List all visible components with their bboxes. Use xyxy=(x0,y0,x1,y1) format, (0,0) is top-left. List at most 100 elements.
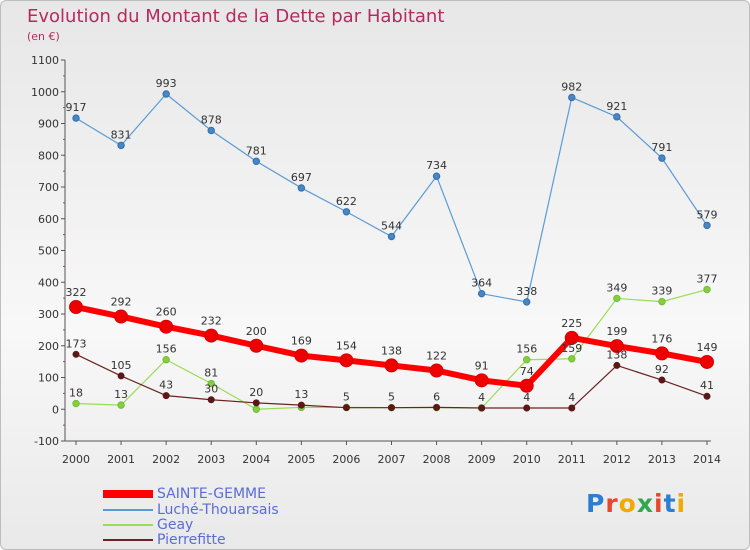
legend-item: Pierrefitte xyxy=(103,532,226,548)
legend-label: Pierrefitte xyxy=(157,532,226,548)
legend-item: SAINTE-GEMME xyxy=(103,486,266,502)
data-label-sainte-gemme: 260 xyxy=(156,306,177,319)
y-tick-label: 400 xyxy=(38,276,59,289)
legend-swatch xyxy=(103,490,153,498)
data-label-sainte-gemme: 154 xyxy=(336,339,357,352)
data-label-pierrefitte: 138 xyxy=(606,348,627,361)
data-point-sainte-gemme xyxy=(114,309,129,324)
legend-item: Geay xyxy=(103,517,193,533)
logo-letter: P xyxy=(586,489,606,518)
data-point-geay xyxy=(568,355,576,363)
x-tick-label: 2008 xyxy=(423,453,451,466)
logo-letter: t xyxy=(663,489,677,518)
data-label-pierrefitte: 105 xyxy=(111,359,132,372)
x-tick-label: 2006 xyxy=(332,453,360,466)
data-label-pierrefitte: 30 xyxy=(204,383,218,396)
y-tick-label: 1100 xyxy=(31,54,59,67)
data-point-sainte-gemme xyxy=(249,338,264,353)
x-tick-label: 2004 xyxy=(242,453,270,466)
x-tick-label: 2000 xyxy=(62,453,90,466)
logo-letter: o xyxy=(618,489,637,518)
data-label-geay: 377 xyxy=(697,273,718,286)
data-label-pierrefitte: 13 xyxy=(294,388,308,401)
data-label-pierrefitte: 4 xyxy=(523,391,530,404)
proxiti-logo: Proxiti xyxy=(586,489,686,518)
logo-letter: x xyxy=(636,489,654,518)
data-point-pierrefitte xyxy=(252,399,260,407)
data-label-luch-thouarsais: 579 xyxy=(697,208,718,221)
y-tick-label: -100 xyxy=(34,435,59,448)
data-label-pierrefitte: 173 xyxy=(66,337,87,350)
data-point-luch-thouarsais xyxy=(387,232,396,241)
data-point-luch-thouarsais xyxy=(297,184,306,192)
data-label-sainte-gemme: 200 xyxy=(246,325,267,338)
legend-swatch xyxy=(103,509,153,511)
y-tick-label: 300 xyxy=(38,308,59,321)
data-label-geay: 349 xyxy=(606,281,627,294)
x-tick-label: 2011 xyxy=(558,453,586,466)
data-label-pierrefitte: 5 xyxy=(388,391,395,404)
data-label-sainte-gemme: 232 xyxy=(201,315,222,328)
data-point-sainte-gemme xyxy=(384,358,399,373)
x-tick-label: 2013 xyxy=(648,453,676,466)
data-label-sainte-gemme: 149 xyxy=(697,341,718,354)
data-point-sainte-gemme xyxy=(654,346,669,361)
x-tick-label: 2007 xyxy=(378,453,406,466)
data-point-sainte-gemme xyxy=(564,330,579,345)
data-label-geay: 18 xyxy=(69,387,83,400)
legend-label: Luché-Thouarsais xyxy=(157,502,279,518)
data-label-luch-thouarsais: 622 xyxy=(336,195,357,208)
data-point-luch-thouarsais xyxy=(432,172,441,180)
legend-swatch xyxy=(103,524,153,526)
data-point-pierrefitte xyxy=(162,392,170,400)
data-point-luch-thouarsais xyxy=(207,126,215,135)
data-label-luch-thouarsais: 921 xyxy=(606,100,627,113)
series-line-luch-thouarsais xyxy=(75,93,708,303)
data-point-pierrefitte xyxy=(388,404,395,412)
data-point-geay xyxy=(72,399,80,408)
x-tick-label: 2014 xyxy=(693,453,721,466)
data-point-pierrefitte xyxy=(342,404,350,412)
y-tick-label: 600 xyxy=(38,213,59,226)
data-point-sainte-gemme xyxy=(204,328,219,343)
y-tick-label: 900 xyxy=(38,118,59,131)
data-label-geay: 156 xyxy=(516,343,537,356)
data-label-geay: 13 xyxy=(114,388,128,401)
y-tick-label: 500 xyxy=(38,245,59,258)
data-label-pierrefitte: 41 xyxy=(700,379,714,392)
data-label-luch-thouarsais: 791 xyxy=(651,141,672,154)
data-label-pierrefitte: 20 xyxy=(249,386,263,399)
logo-letter: r xyxy=(605,489,619,518)
data-label-luch-thouarsais: 917 xyxy=(66,101,87,114)
data-label-luch-thouarsais: 781 xyxy=(246,144,267,157)
data-point-luch-thouarsais xyxy=(162,90,170,98)
data-point-geay xyxy=(252,405,260,413)
data-point-geay xyxy=(117,401,125,409)
x-tick-label: 2010 xyxy=(513,453,541,466)
data-point-pierrefitte xyxy=(297,401,305,409)
data-label-geay: 81 xyxy=(204,367,218,380)
data-label-geay: 156 xyxy=(156,343,177,356)
y-tick-label: 200 xyxy=(38,340,59,353)
data-label-sainte-gemme: 169 xyxy=(291,335,312,348)
data-point-sainte-gemme xyxy=(339,353,354,368)
data-point-luch-thouarsais xyxy=(252,157,260,165)
data-point-sainte-gemme xyxy=(609,339,624,354)
data-point-luch-thouarsais xyxy=(703,221,711,230)
data-label-sainte-gemme: 122 xyxy=(426,350,447,363)
data-point-pierrefitte xyxy=(433,403,441,411)
logo-letter: i xyxy=(676,489,687,518)
y-tick-label: 100 xyxy=(38,372,59,385)
x-tick-label: 2012 xyxy=(603,453,631,466)
data-label-luch-thouarsais: 878 xyxy=(201,113,222,126)
data-point-pierrefitte xyxy=(207,396,215,404)
data-point-luch-thouarsais xyxy=(523,298,531,306)
data-point-geay xyxy=(613,294,621,303)
data-label-sainte-gemme: 74 xyxy=(520,365,534,378)
data-point-pierrefitte xyxy=(613,361,621,369)
data-label-sainte-gemme: 225 xyxy=(561,317,582,330)
legend-label: Geay xyxy=(157,517,194,533)
x-tick-label: 2001 xyxy=(107,453,135,466)
data-label-pierrefitte: 43 xyxy=(159,379,173,392)
data-point-geay xyxy=(658,297,666,306)
